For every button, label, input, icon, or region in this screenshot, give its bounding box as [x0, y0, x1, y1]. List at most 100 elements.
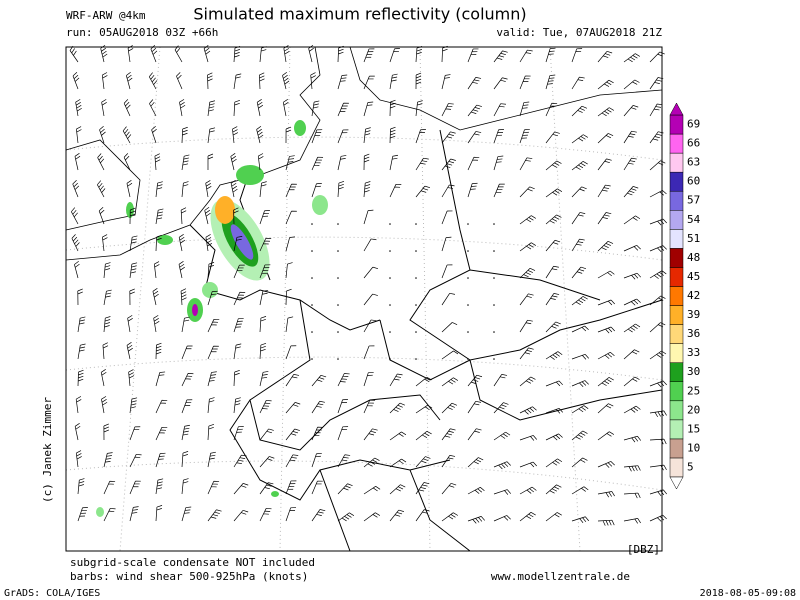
wind-barb: [493, 461, 511, 470]
wind-barb: [259, 428, 274, 441]
wind-barb: [441, 236, 452, 252]
wind-barb: [623, 157, 637, 171]
wind-barb: [623, 518, 641, 524]
wind-barb: [415, 250, 417, 252]
wind-barb: [545, 433, 563, 441]
wind-barb: [519, 406, 537, 415]
wind-barb: [623, 130, 637, 144]
wind-barb: [129, 262, 138, 279]
wind-barb: [571, 105, 588, 117]
wind-barb: [441, 428, 456, 441]
wind-barb: [71, 234, 80, 252]
wind-barb: [125, 71, 133, 90]
wind-barb: [285, 480, 297, 495]
wind-barb: [257, 153, 264, 171]
wind-barb: [389, 431, 407, 441]
wind-barb: [415, 129, 426, 144]
wind-barb: [77, 507, 88, 522]
wind-barb: [311, 358, 313, 360]
wind-barb: [178, 261, 185, 279]
wind-barb: [153, 315, 160, 333]
wind-barb: [389, 358, 391, 360]
colorbar-swatch: [669, 267, 684, 287]
wind-barb: [441, 455, 456, 468]
wind-barb: [649, 489, 668, 497]
wind-barb: [337, 74, 348, 90]
wind-barb: [519, 267, 536, 279]
wind-barb: [181, 373, 194, 387]
colorbar-label: 5: [687, 460, 694, 473]
colorbar-label: 10: [687, 441, 700, 454]
wind-barb: [363, 266, 379, 279]
wind-barb: [571, 134, 589, 144]
wind-barb: [623, 465, 641, 472]
wind-barb: [571, 266, 587, 279]
colorbar-swatch: [669, 152, 684, 173]
wind-barb: [232, 126, 239, 144]
wind-barb: [363, 48, 375, 63]
wind-barb: [597, 403, 614, 414]
colorbar-label: 20: [687, 403, 700, 416]
wind-barb: [467, 223, 469, 225]
shape: [96, 507, 104, 517]
colorbar-swatch: [669, 133, 684, 154]
wind-barb: [389, 73, 398, 90]
wind-barb: [103, 480, 116, 495]
wind-barb: [493, 155, 504, 171]
wind-barb: [155, 234, 162, 252]
wind-barb: [99, 125, 106, 144]
wind-barb: [285, 262, 293, 279]
wind-barb: [363, 181, 371, 198]
wind-barb: [415, 157, 429, 171]
wind-barb: [259, 456, 275, 468]
footer-note-barbs: barbs: wind shear 500-925hPa (knots): [70, 570, 308, 583]
colorbar-label: 69: [687, 118, 700, 131]
wind-barb: [493, 223, 495, 225]
wind-barb: [233, 454, 247, 468]
wind-barb: [649, 218, 667, 226]
wind-barb: [311, 250, 313, 252]
wind-barb: [207, 262, 215, 279]
shape: [230, 224, 254, 260]
wind-barb: [545, 160, 562, 171]
colorbar-label: 54: [687, 213, 701, 226]
colorbar-unit: [DBZ]: [627, 543, 660, 556]
wind-barb: [97, 153, 105, 171]
wind-barb: [233, 369, 240, 387]
wind-barb: [493, 103, 507, 117]
wind-barb: [122, 126, 132, 144]
wind-barb: [311, 304, 313, 306]
wind-barb: [571, 325, 589, 333]
wind-barb: [519, 293, 534, 306]
wind-barb: [337, 102, 349, 117]
wind-barb: [102, 234, 108, 252]
wind-barb: [204, 206, 211, 225]
wind-barb: [597, 461, 615, 468]
wind-barb: [282, 71, 290, 90]
wind-barb: [467, 131, 482, 144]
wind-barb: [545, 214, 562, 225]
colorbar-swatch: [669, 229, 684, 249]
wind-barb: [311, 331, 313, 333]
colorbar-label: 39: [687, 308, 700, 321]
wind-barb: [129, 480, 141, 495]
wind-barb: [285, 210, 297, 225]
wind-barb: [129, 454, 142, 468]
wind-barb: [597, 377, 614, 387]
wind-barb: [207, 72, 213, 90]
wind-barb: [493, 358, 495, 360]
wind-barb: [493, 374, 508, 387]
wind-barb: [233, 483, 249, 495]
wind-barb: [154, 153, 161, 171]
wind-barb: [519, 157, 533, 171]
wind-barb: [571, 380, 589, 387]
wind-barb: [285, 183, 297, 198]
wind-barb: [72, 180, 80, 198]
wind-barb: [311, 453, 322, 468]
wind-barb: [285, 126, 292, 144]
colorbar-swatch: [669, 419, 684, 440]
wind-barb: [230, 180, 238, 198]
wind-barb: [258, 72, 265, 90]
wind-barb: [74, 153, 81, 171]
wind-barb: [467, 48, 479, 63]
